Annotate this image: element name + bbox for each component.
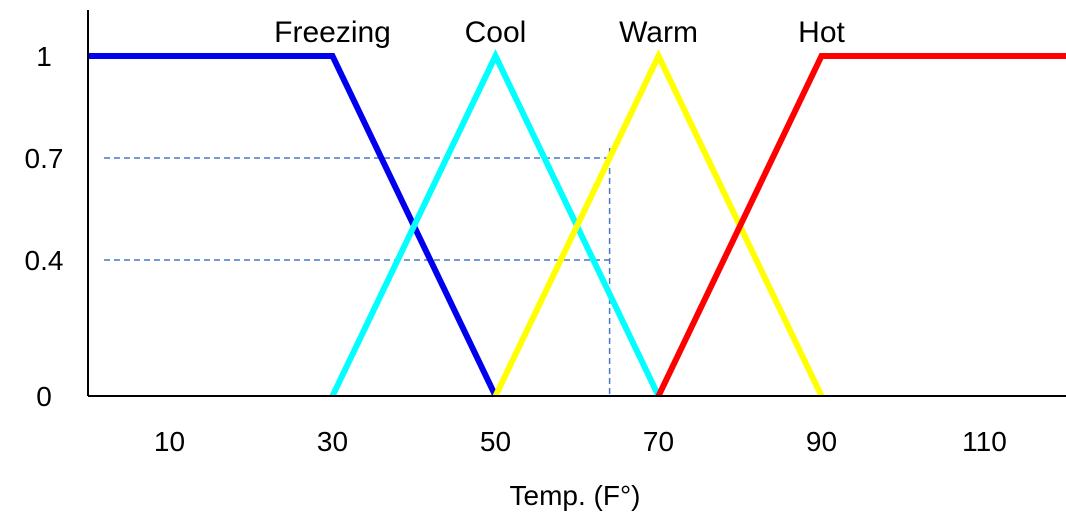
x-tick-labels: 10 30 50 70 90 110 xyxy=(154,426,1007,457)
series-labels: Freezing Cool Warm Hot xyxy=(274,16,845,49)
series-line-cool xyxy=(329,49,662,398)
x-tick-label: 110 xyxy=(962,426,1007,457)
y-tick-label: 0 xyxy=(36,381,52,412)
y-tick-label: 0.4 xyxy=(25,245,64,276)
series-line-hot xyxy=(655,53,1066,398)
series-label-freezing: Freezing xyxy=(274,16,391,49)
series-lines xyxy=(88,49,1066,398)
y-tick-label: 0.7 xyxy=(25,143,64,174)
x-tick-label: 30 xyxy=(317,426,348,457)
series-line-warm xyxy=(492,49,825,398)
series-label-hot: Hot xyxy=(798,16,845,49)
x-tick-label: 50 xyxy=(480,426,511,457)
x-tick-label: 10 xyxy=(154,426,185,457)
series-label-warm: Warm xyxy=(619,16,698,49)
x-axis-title: Temp. (F°) xyxy=(510,480,641,511)
y-tick-labels: 0 0.4 0.7 1 xyxy=(25,41,64,412)
axes xyxy=(87,10,1066,397)
x-tick-label: 90 xyxy=(806,426,837,457)
y-tick-label: 1 xyxy=(36,41,52,72)
series-label-cool: Cool xyxy=(465,16,527,49)
x-tick-label: 70 xyxy=(643,426,674,457)
series-line-freezing xyxy=(88,53,499,398)
reference-lines xyxy=(104,148,611,396)
